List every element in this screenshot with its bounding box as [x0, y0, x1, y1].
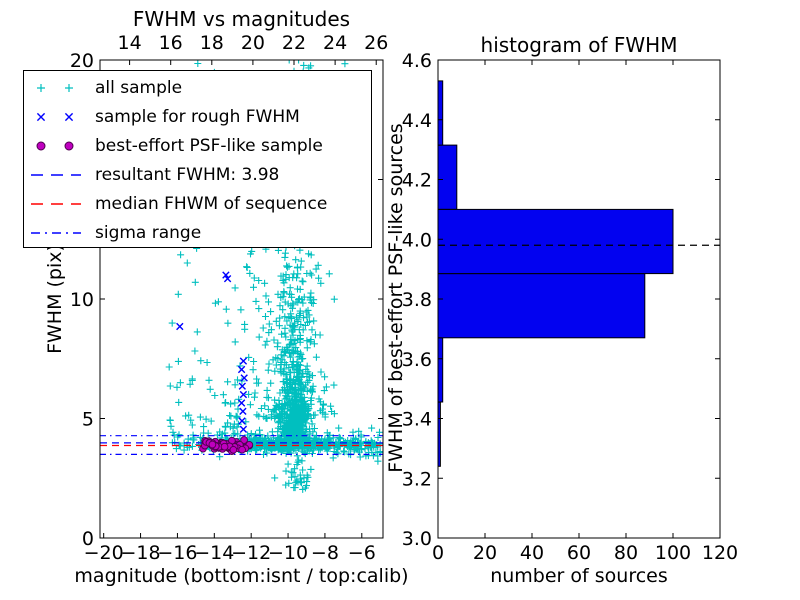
right-plot-ytick-label: 4.4	[402, 110, 432, 132]
legend-label: sample for rough FWHM	[95, 106, 300, 127]
rough-fwhm-points	[176, 271, 248, 433]
legend: all sample sample for rough FWHM best-effo…	[23, 70, 372, 248]
legend-dashed-line-icon	[31, 202, 81, 205]
legend-item: best-effort PSF-like sample	[24, 131, 371, 160]
legend-label: sigma range	[95, 222, 202, 243]
legend-dashed-line-icon	[31, 173, 81, 176]
right-plot-ytick-label: 3.2	[402, 468, 432, 490]
left-plot-xlabel: magnitude (bottom:isnt / top:calib)	[74, 565, 409, 587]
left-plot-xtick-label: −10	[268, 542, 308, 564]
right-plot-xtick-label: 60	[567, 542, 591, 564]
legend-label: resultant FWHM: 3.98	[95, 164, 280, 185]
right-plot-xtick-label: 80	[614, 542, 638, 564]
legend-item: resultant FWHM: 3.98	[24, 160, 371, 189]
histogram-bar	[437, 337, 444, 403]
left-plot-calib-tick-label: 22	[282, 32, 306, 54]
right-plot-ytick-label: 4.2	[402, 170, 432, 192]
right-plot-ytick-label: 3.8	[402, 289, 432, 311]
right-plot-ytick-label: 3.6	[402, 349, 432, 371]
right-plot-ylabel: FWHM of best-effort PSF-like sources	[385, 123, 407, 473]
right-plot-xtick-label: 40	[520, 542, 544, 564]
left-plot-calib-tick-label: 16	[159, 32, 183, 54]
legend-item: all sample	[24, 73, 371, 102]
right-plot-xtick-label: 120	[702, 542, 738, 564]
legend-label: median FHWM of sequence	[95, 193, 328, 214]
left-plot-xtick-label: −16	[157, 542, 197, 564]
right-plot-xlabel: number of sources	[490, 565, 668, 587]
left-plot-xtick-label: −18	[121, 542, 161, 564]
legend-item: sigma range	[24, 218, 371, 247]
legend-label: all sample	[95, 77, 183, 98]
psf-sample-points	[199, 436, 254, 455]
legend-dashdot-line-icon	[31, 231, 81, 234]
right-plot-ytick-label: 4.0	[402, 229, 432, 251]
left-plot-xtick-label: −12	[231, 542, 271, 564]
histogram-bar	[437, 80, 444, 146]
left-plot-ytick-label: 20	[70, 50, 94, 72]
right-plot-title: histogram of FWHM	[480, 33, 678, 57]
left-plot-xtick-label: −14	[194, 542, 234, 564]
legend-circle-marker-icon	[36, 141, 74, 150]
right-plot-ytick-label: 3.0	[402, 528, 432, 550]
left-plot-xtick-label: −8	[311, 542, 339, 564]
legend-label: best-effort PSF-like sample	[95, 135, 323, 156]
left-plot-ytick-label: 5	[82, 409, 94, 431]
legend-plus-marker-icon	[37, 83, 73, 92]
histogram-bar	[437, 273, 646, 339]
right-plot-xtick-label: 0	[432, 542, 444, 564]
right-plot-xtick-label: 100	[655, 542, 691, 564]
legend-item: median FHWM of sequence	[24, 189, 371, 218]
legend-cross-marker-icon	[36, 112, 74, 121]
left-plot-calib-tick-label: 14	[118, 32, 142, 54]
left-plot-calib-tick-label: 24	[323, 32, 347, 54]
left-plot-title: FWHM vs magnitudes	[132, 7, 351, 31]
right-plot-ytick-label: 3.4	[402, 409, 432, 431]
left-plot-calib-tick-label: 20	[241, 32, 265, 54]
left-plot-ytick-label: 0	[82, 528, 94, 550]
left-plot-ytick-label: 10	[70, 289, 94, 311]
histogram-bar	[437, 208, 674, 275]
left-plot-xtick-label: −20	[84, 542, 124, 564]
histogram-bar	[437, 144, 458, 210]
left-plot-xtick-label: −6	[348, 542, 376, 564]
legend-item: sample for rough FWHM	[24, 102, 371, 131]
left-plot-calib-tick-label: 18	[200, 32, 224, 54]
right-plot-ytick-label: 4.6	[402, 50, 432, 72]
left-plot-calib-tick-label: 26	[364, 32, 388, 54]
right-plot-xtick-label: 20	[473, 542, 497, 564]
